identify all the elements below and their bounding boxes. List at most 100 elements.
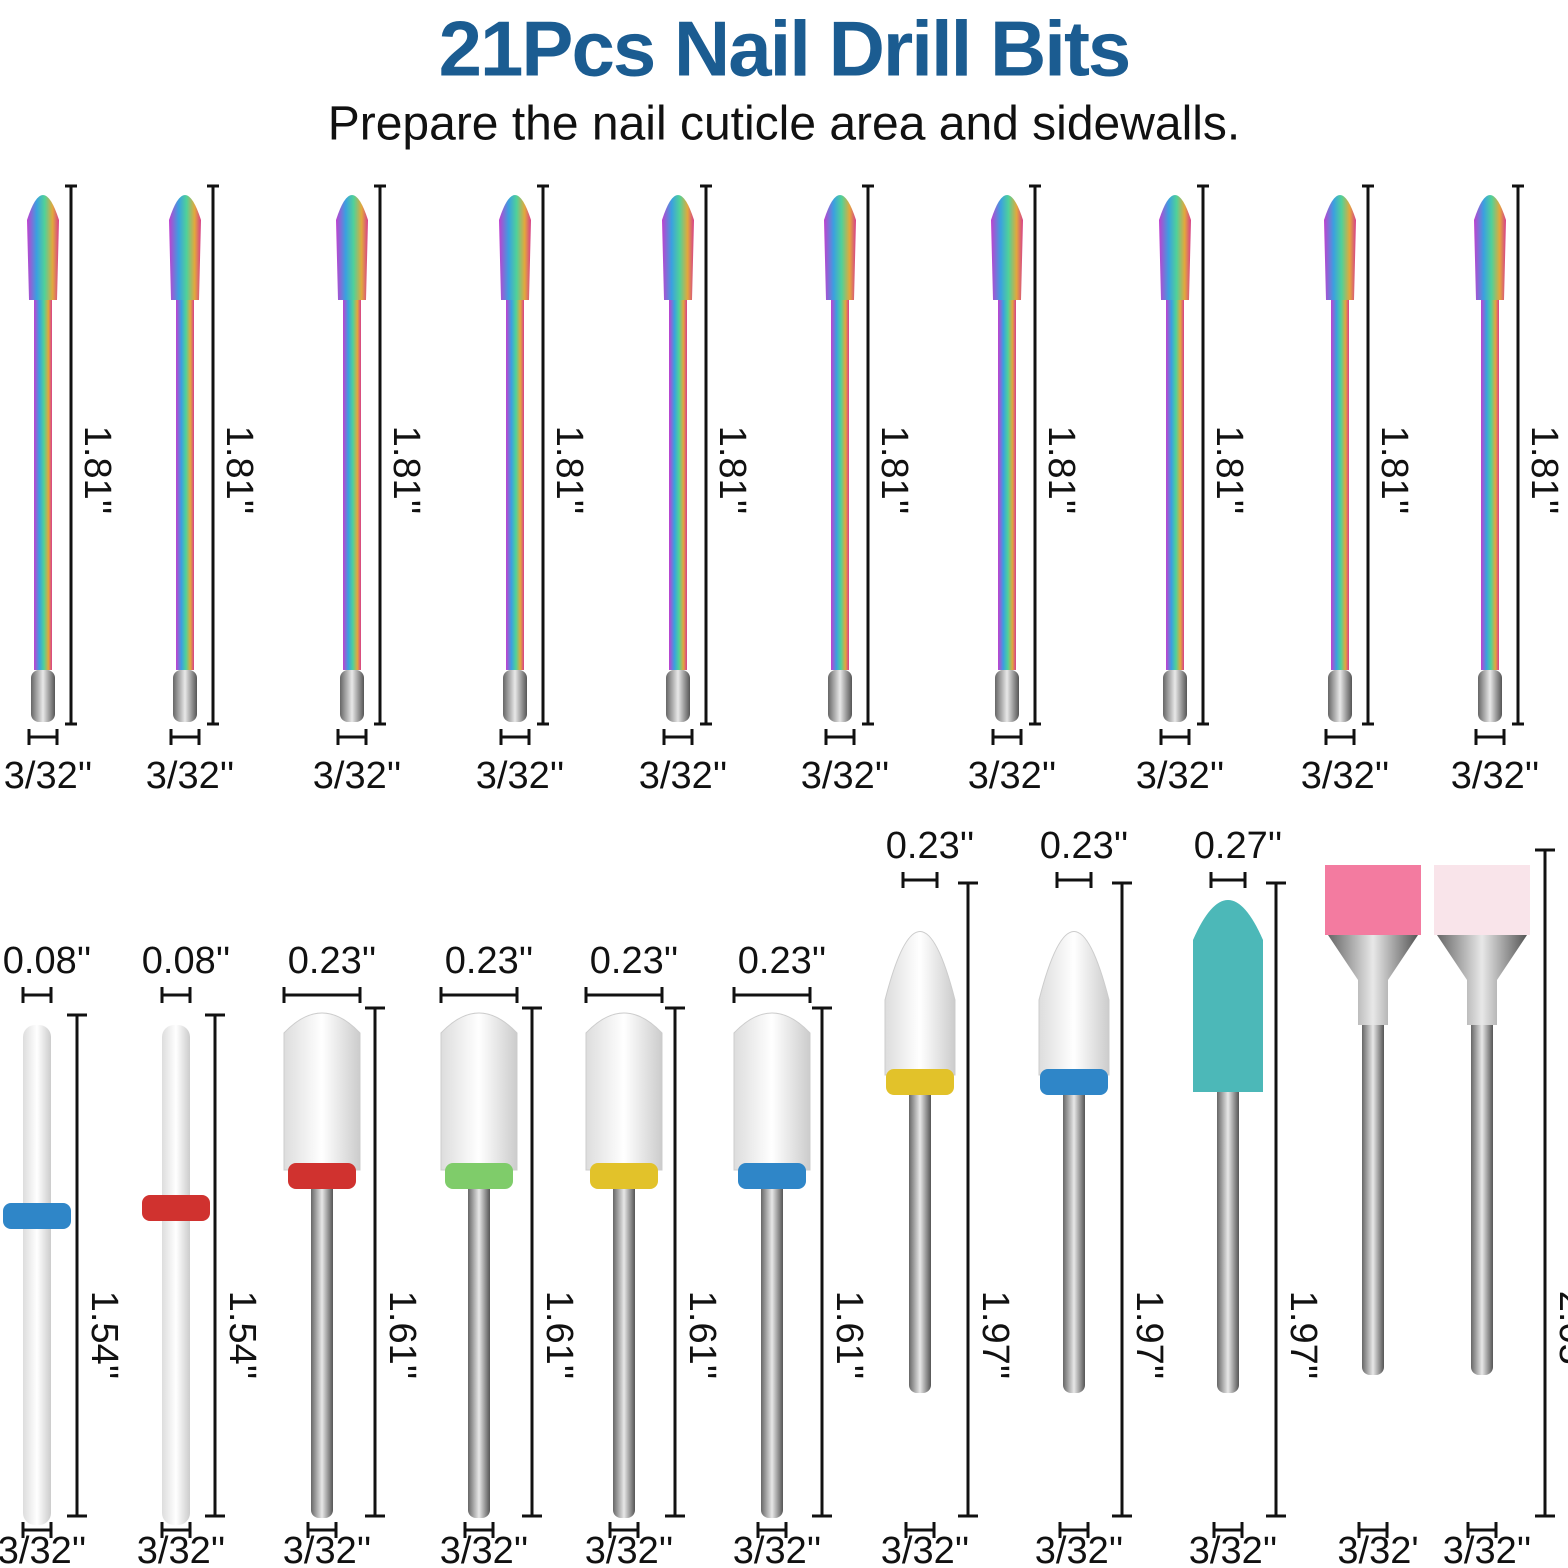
shank-label: 3/32'' — [313, 755, 401, 797]
shank-label: 3/32'' — [283, 1530, 371, 1568]
shank-label: 3/32'' — [733, 1530, 821, 1568]
length-dimension — [1362, 184, 1374, 726]
length-label: 1.61'' — [828, 1291, 870, 1379]
shank-label: 3/32'' — [968, 755, 1056, 797]
brush-cup — [1437, 935, 1527, 1025]
bit-end — [1328, 670, 1352, 722]
shank-label: 3/32'' — [1136, 755, 1224, 797]
shank-label: 3/32'' — [881, 1530, 969, 1568]
shank-label: 3/32'' — [4, 755, 92, 797]
length-label: 1.81'' — [218, 426, 260, 514]
bit-head — [440, 1012, 518, 1171]
head-dimension — [282, 987, 362, 1003]
shank-label: 3/32'' — [440, 1530, 528, 1568]
length-label: 1.61'' — [381, 1291, 423, 1379]
length-label: 1.81'' — [385, 426, 427, 514]
bit-head — [1193, 900, 1263, 1092]
bit-end — [31, 670, 55, 722]
length-label: 1.81'' — [873, 426, 915, 514]
shank-dimension — [1324, 729, 1356, 745]
bit-shank — [909, 1033, 931, 1393]
shank-dimension — [336, 729, 368, 745]
shank-label: 3/32'' — [476, 755, 564, 797]
head-dimension — [1209, 872, 1247, 888]
length-dimension — [1197, 184, 1209, 726]
bit-shank — [1481, 300, 1499, 670]
bit-shank — [311, 1158, 333, 1518]
bit-head — [1474, 195, 1506, 300]
bit-shank — [162, 1025, 190, 1525]
shank-label: 3/32'' — [585, 1530, 673, 1568]
bit-shank — [1331, 300, 1349, 670]
shank-dimension — [1058, 1522, 1090, 1538]
length-label: 1.54'' — [221, 1291, 263, 1379]
shank-dimension — [27, 729, 59, 745]
length-label: 2.05'' — [1551, 1291, 1568, 1379]
head-width-label: 0.23'' — [445, 940, 533, 982]
length-dimension — [1512, 184, 1524, 726]
length-dimension — [365, 1006, 385, 1518]
bit-shank — [669, 300, 687, 670]
shank-label: 3/32'' — [137, 1530, 225, 1568]
bit-end — [1163, 670, 1187, 722]
title: 21Pcs Nail Drill Bits — [439, 5, 1130, 93]
shank-dimension — [1466, 1522, 1498, 1538]
bit-head — [27, 195, 59, 300]
shank-dimension — [1212, 1522, 1244, 1538]
head-width-label: 0.23'' — [590, 940, 678, 982]
shank-label: 3/32'' — [639, 755, 727, 797]
bit-end — [340, 670, 364, 722]
length-dimension — [1266, 881, 1286, 1518]
length-dimension — [862, 184, 874, 726]
brush-bristles — [1325, 865, 1421, 935]
length-label: 1.81'' — [548, 426, 590, 514]
length-dimension — [1535, 848, 1555, 1518]
bit-head — [991, 195, 1023, 300]
bit-shank — [613, 1158, 635, 1518]
length-dimension — [958, 881, 978, 1518]
bit-head — [499, 195, 531, 300]
length-dimension — [67, 1013, 87, 1518]
shank-dimension — [608, 1522, 640, 1538]
bit-head — [733, 1012, 811, 1171]
shank-dimension — [21, 1522, 53, 1538]
length-label: 1.81'' — [1040, 426, 1082, 514]
length-label: 1.81'' — [1523, 426, 1565, 514]
shank-dimension — [662, 729, 694, 745]
bit-head — [169, 195, 201, 300]
head-dimension — [160, 987, 192, 1003]
length-label: 1.81'' — [1373, 426, 1415, 514]
shank-dimension — [1159, 729, 1191, 745]
shank-label: 3/32'' — [1301, 755, 1389, 797]
shank-dimension — [160, 1522, 192, 1538]
bit-collar — [590, 1163, 658, 1189]
length-dimension — [207, 184, 219, 726]
bit-shank — [1471, 1015, 1493, 1375]
bit-shank — [468, 1158, 490, 1518]
bit-shank — [1217, 1033, 1239, 1393]
length-label: 1.61'' — [538, 1291, 580, 1379]
bit-collar — [288, 1163, 356, 1189]
length-label: 1.97'' — [1128, 1291, 1170, 1379]
length-dimension — [537, 184, 549, 726]
shank-label: 3/32'' — [801, 755, 889, 797]
bit-collar — [1040, 1069, 1108, 1095]
bit-collar — [3, 1203, 71, 1229]
bit-shank — [1362, 1015, 1384, 1375]
head-dimension — [1055, 872, 1093, 888]
bit-end — [995, 670, 1019, 722]
head-width-label: 0.23'' — [288, 940, 376, 982]
head-width-label: 0.27'' — [1194, 825, 1282, 867]
length-dimension — [522, 1006, 542, 1518]
bit-head — [1324, 195, 1356, 300]
shank-label: 3/32' — [1337, 1530, 1418, 1568]
shank-dimension — [904, 1522, 936, 1538]
bit-head — [824, 195, 856, 300]
length-label: 1.97'' — [974, 1291, 1016, 1379]
shank-label: 3/32'' — [1443, 1530, 1531, 1568]
length-label: 1.81'' — [1208, 426, 1250, 514]
length-label: 1.61'' — [681, 1291, 723, 1379]
length-dimension — [374, 184, 386, 726]
shank-dimension — [463, 1522, 495, 1538]
head-width-label: 0.23'' — [1040, 825, 1128, 867]
